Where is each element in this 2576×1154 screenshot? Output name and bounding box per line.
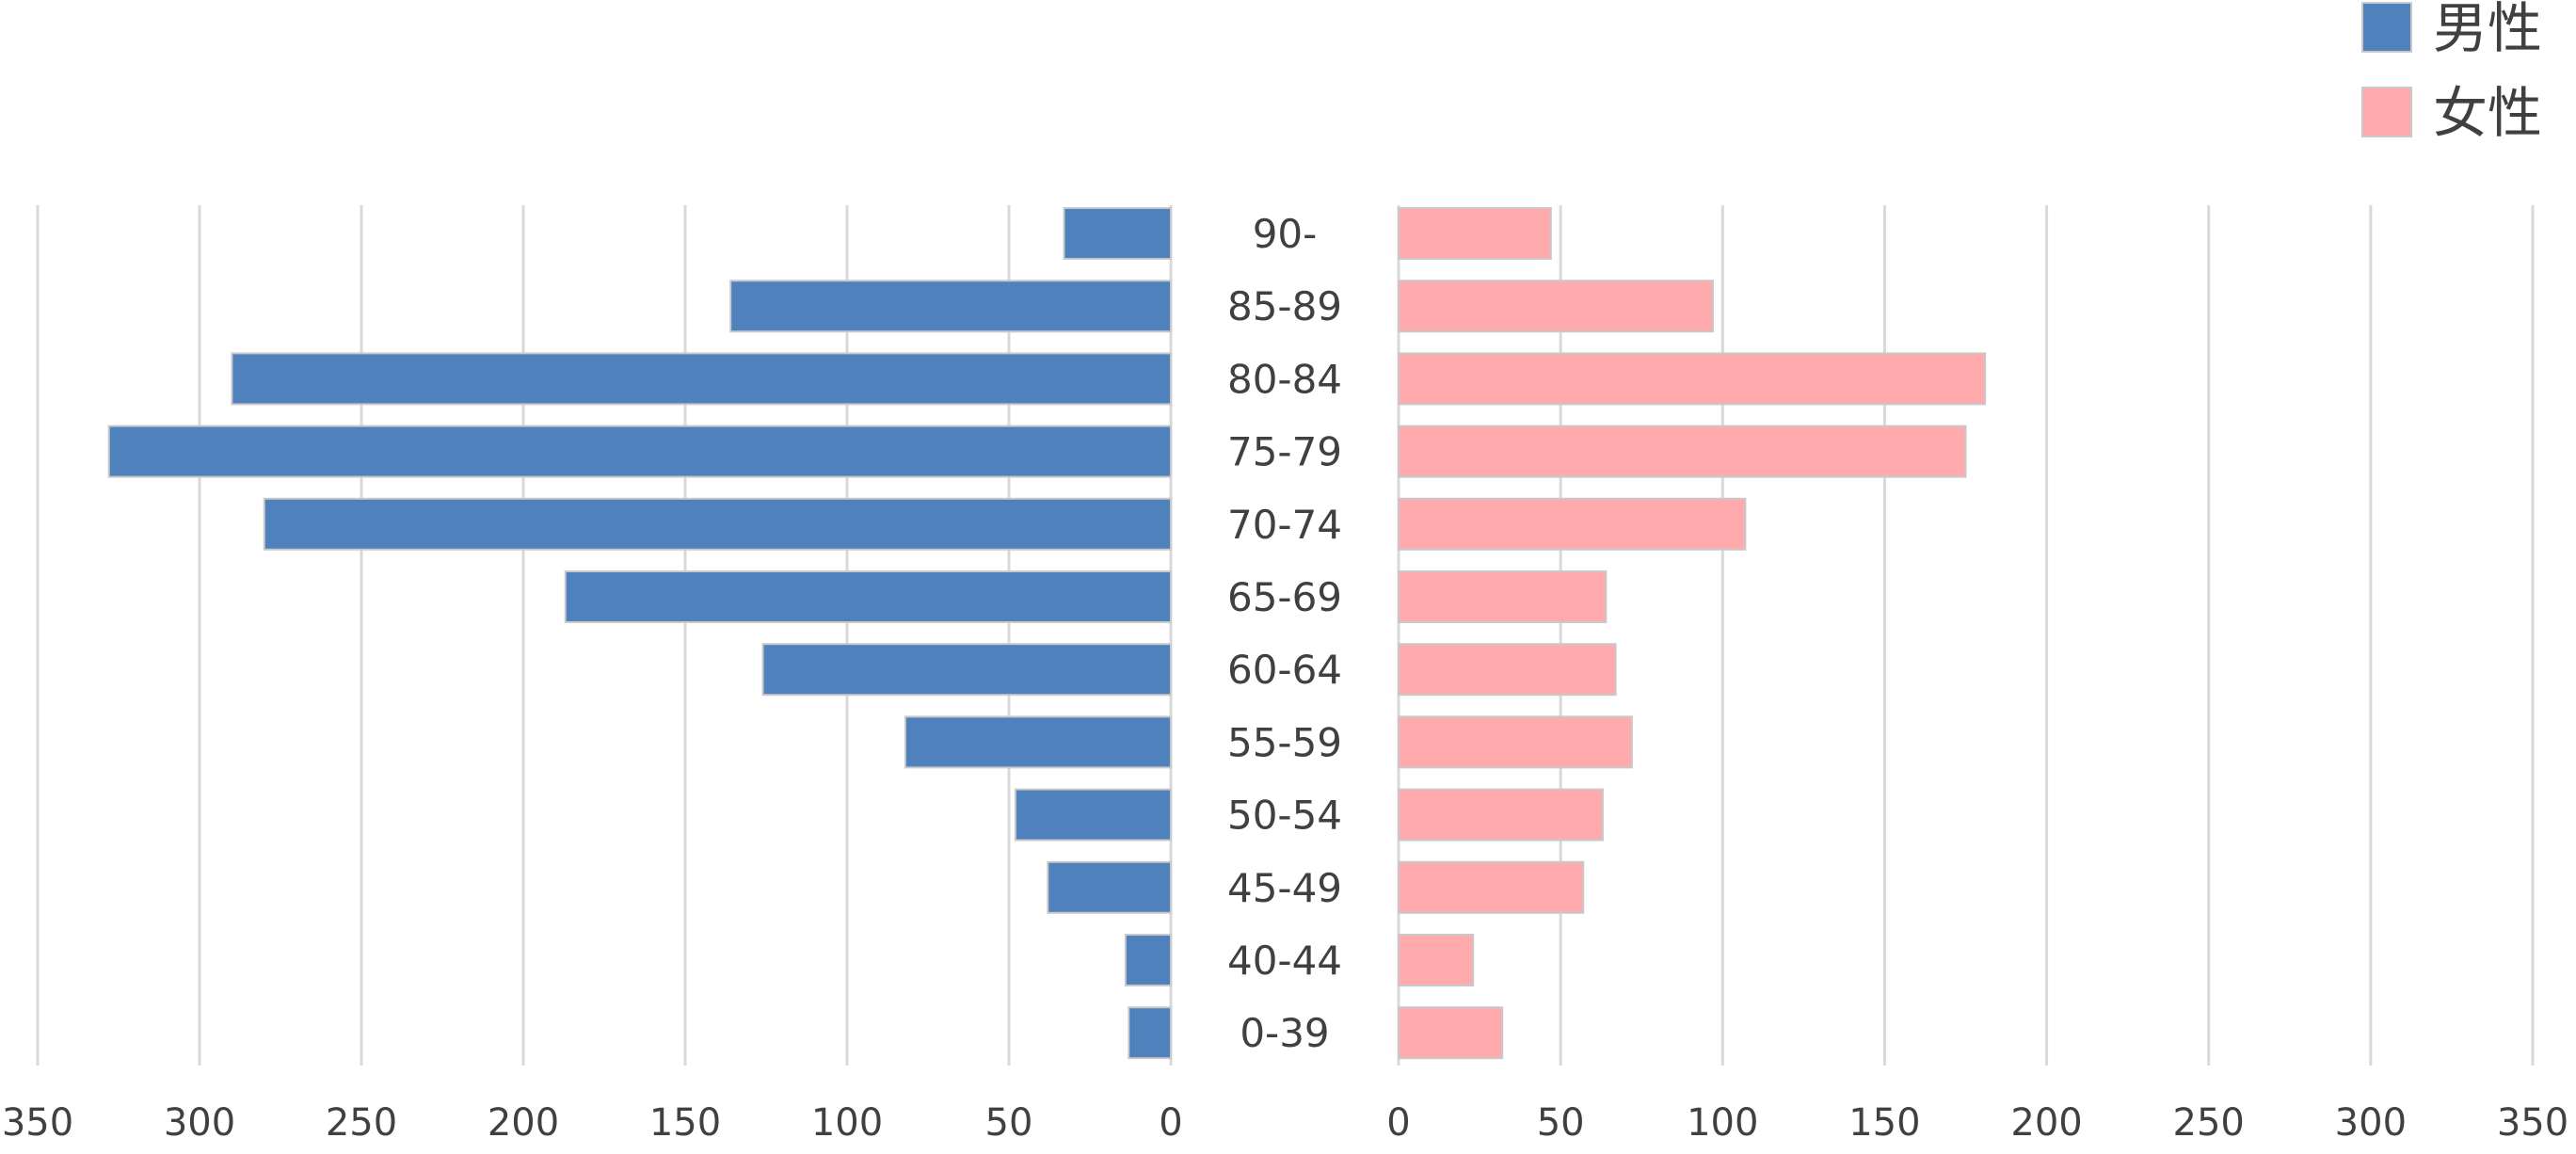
bar-female-90- [1398,207,1552,260]
bar-female-65-69 [1398,570,1608,623]
gridlines [36,205,2535,1066]
x-tick-label-right: 200 [2010,1101,2082,1145]
bar-male-0-39 [1128,1006,1173,1060]
bar-female-85-89 [1398,280,1714,333]
category-labels: 90- 85-89 80-84 75-79 70-74 65-69 60-64 55-59 50… [1227,211,1342,1056]
bars [107,207,1987,1060]
x-tick-label-left: 200 [488,1101,559,1145]
x-tick-label-left: 100 [811,1101,883,1145]
bar-male-90- [1063,207,1172,260]
x-tick-label-left: 50 [985,1101,1033,1145]
x-tick-label-right: 250 [2173,1101,2245,1145]
x-tick-label-left: 0 [1159,1101,1182,1145]
legend-swatch-left [2361,2,2412,53]
x-tick-label-left: 150 [649,1101,721,1145]
bar-female-75-79 [1398,425,1967,478]
category-label-65-69: 65-69 [1227,574,1342,620]
bar-female-45-49 [1398,860,1585,914]
bar-male-40-44 [1124,934,1172,986]
category-label-80-84: 80-84 [1227,356,1342,402]
bar-female-80-84 [1398,352,1987,406]
category-label-55-59: 55-59 [1227,719,1342,765]
bar-male-60-64 [761,643,1172,697]
category-label-40-44: 40-44 [1227,938,1342,984]
category-label-50-54: 50-54 [1227,793,1342,839]
x-tick-label-left: 250 [326,1101,397,1145]
x-tick-label-right: 350 [2497,1101,2568,1145]
category-label-70-74: 70-74 [1227,502,1342,548]
x-tick-label-right: 50 [1537,1101,1585,1145]
bar-male-55-59 [904,715,1172,769]
bar-male-65-69 [564,570,1172,623]
bar-male-85-89 [729,280,1172,333]
legend-label-left: 男性 [2433,0,2542,60]
bar-male-80-84 [231,352,1172,406]
bar-female-40-44 [1398,934,1475,986]
bar-female-70-74 [1398,497,1747,551]
bar-male-50-54 [1014,788,1172,841]
bar-male-45-49 [1047,860,1173,914]
legend-swatch-right [2361,87,2412,137]
x-tick-label-left: 350 [2,1101,73,1145]
x-tick-label-right: 0 [1386,1101,1410,1145]
bar-female-55-59 [1398,715,1633,769]
category-label-90-: 90- [1253,211,1318,257]
category-label-85-89: 85-89 [1227,283,1342,329]
bar-female-50-54 [1398,788,1604,841]
x-tick-label-right: 100 [1687,1101,1758,1145]
category-label-60-64: 60-64 [1227,647,1342,693]
category-label-75-79: 75-79 [1227,429,1342,475]
x-tick-label-right: 150 [1848,1101,1920,1145]
x-tick-label-right: 300 [2335,1101,2407,1145]
legend-label-right: 女性 [2433,81,2542,145]
x-axis-tick-labels: 0 0 50 50 100 100 150 150 200 200 250 250 300 300 350 3… [2,1101,2568,1145]
bar-male-70-74 [263,497,1172,551]
x-tick-label-left: 300 [164,1101,235,1145]
bar-female-0-39 [1398,1006,1504,1060]
bar-male-75-79 [107,425,1172,478]
category-label-0-39: 0-39 [1240,1010,1329,1056]
bar-female-60-64 [1398,643,1617,697]
category-label-45-49: 45-49 [1227,865,1342,911]
